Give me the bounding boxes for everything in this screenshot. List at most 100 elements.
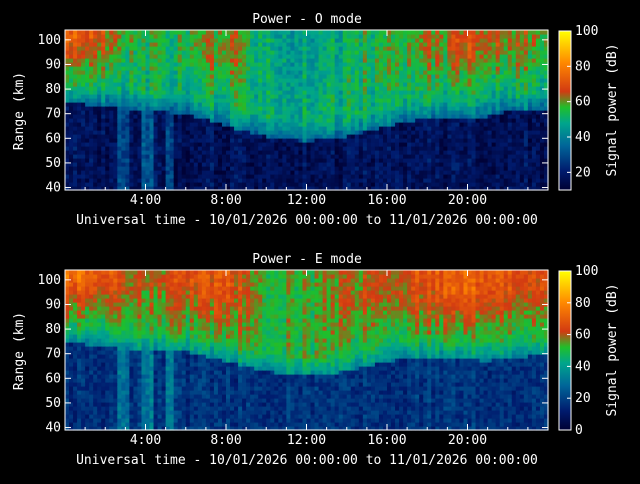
o-mode-heat-cell: [258, 38, 263, 43]
o-mode-heat-cell: [331, 134, 336, 139]
o-mode-heat-cell: [109, 50, 114, 55]
o-mode-heat-cell: [133, 122, 138, 127]
o-mode-heat-cell: [335, 86, 340, 91]
o-mode-heat-cell: [435, 30, 440, 35]
o-mode-heat-cell: [121, 86, 126, 91]
o-mode-heat-cell: [500, 170, 505, 175]
o-mode-heat-cell: [500, 42, 505, 47]
o-mode-heat-cell: [459, 126, 464, 131]
o-mode-heat-cell: [488, 158, 493, 163]
o-mode-heat-cell: [355, 142, 360, 147]
o-mode-heat-cell: [395, 54, 400, 59]
o-mode-heat-cell: [476, 70, 481, 75]
o-mode-heat-cell: [443, 102, 448, 107]
o-mode-heat-cell: [294, 122, 299, 127]
o-mode-heat-cell: [355, 74, 360, 79]
o-mode-heat-cell: [246, 146, 251, 151]
o-mode-heat-cell: [154, 30, 159, 35]
o-mode-heat-cell: [335, 98, 340, 103]
o-mode-heat-cell: [496, 130, 501, 135]
o-mode-heat-cell: [65, 122, 70, 127]
o-mode-heat-cell: [347, 70, 352, 75]
o-mode-heat-cell: [347, 98, 352, 103]
o-mode-heat-cell: [137, 82, 142, 87]
o-mode-heat-cell: [476, 130, 481, 135]
o-mode-heat-cell: [319, 170, 324, 175]
o-mode-heat-cell: [302, 54, 307, 59]
o-mode-heat-cell: [508, 170, 513, 175]
o-mode-heat-cell: [439, 162, 444, 167]
e-mode-heat-cell: [65, 398, 70, 403]
o-mode-heat-cell: [524, 50, 529, 55]
o-mode-heat-cell: [298, 114, 303, 119]
o-mode-heat-cell: [65, 150, 70, 155]
o-mode-heat-cell: [355, 106, 360, 111]
o-mode-heat-cell: [403, 74, 408, 79]
o-mode-heat-cell: [97, 90, 102, 95]
o-mode-heat-cell: [443, 118, 448, 123]
o-mode-heat-cell: [439, 50, 444, 55]
o-mode-heat-cell: [278, 46, 283, 51]
o-mode-heat-cell: [282, 42, 287, 47]
o-mode-colorbar-tick-label: 20: [575, 165, 591, 180]
o-mode-heat-cell: [315, 118, 320, 123]
o-mode-heat-cell: [282, 30, 287, 35]
o-mode-heat-cell: [129, 166, 134, 171]
o-mode-heat-cell: [439, 38, 444, 43]
o-mode-heat-cell: [323, 154, 328, 159]
o-mode-heat-cell: [105, 118, 110, 123]
o-mode-heat-cell: [351, 138, 356, 143]
o-mode-heat-cell: [472, 130, 477, 135]
o-mode-heat-cell: [198, 150, 203, 155]
o-mode-heat-cell: [476, 154, 481, 159]
o-mode-heat-cell: [101, 158, 106, 163]
o-mode-heat-cell: [484, 54, 489, 59]
o-mode-heat-cell: [170, 34, 175, 39]
o-mode-heat-cell: [443, 170, 448, 175]
o-mode-heat-cell: [371, 82, 376, 87]
o-mode-heat-cell: [375, 150, 380, 155]
o-mode-heat-cell: [540, 106, 545, 111]
o-mode-heat-cell: [315, 58, 320, 63]
o-mode-heat-cell: [246, 46, 251, 51]
o-mode-heat-cell: [186, 170, 191, 175]
o-mode-heat-cell: [182, 114, 187, 119]
o-mode-heat-cell: [101, 134, 106, 139]
o-mode-heat-cell: [375, 54, 380, 59]
o-mode-heat-cell: [274, 46, 279, 51]
o-mode-heat-cell: [250, 146, 255, 151]
o-mode-heat-cell: [121, 114, 126, 119]
o-mode-heat-cell: [150, 138, 155, 143]
o-mode-heat-cell: [278, 134, 283, 139]
o-mode-heat-cell: [174, 58, 179, 63]
o-mode-heat-cell: [286, 78, 291, 83]
o-mode-heat-cell: [411, 138, 416, 143]
o-mode-heat-cell: [443, 162, 448, 167]
o-mode-heat-cell: [504, 86, 509, 91]
o-mode-heat-cell: [246, 170, 251, 175]
o-mode-heat-cell: [222, 106, 227, 111]
o-mode-heat-cell: [77, 54, 82, 59]
o-mode-heat-cell: [375, 46, 380, 51]
o-mode-heat-cell: [391, 58, 396, 63]
o-mode-heat-cell: [500, 110, 505, 115]
o-mode-heat-cell: [363, 30, 368, 35]
o-mode-heat-cell: [85, 106, 90, 111]
o-mode-heat-cell: [282, 102, 287, 107]
o-mode-title: Power - O mode: [252, 12, 362, 27]
o-mode-heat-cell: [427, 130, 432, 135]
o-mode-heat-cell: [162, 138, 167, 143]
o-mode-heat-cell: [214, 134, 219, 139]
o-mode-heat-cell: [391, 182, 396, 187]
o-mode-heat-cell: [451, 146, 456, 151]
o-mode-heat-cell: [270, 38, 275, 43]
o-mode-heat-cell: [77, 46, 82, 51]
o-mode-heat-cell: [516, 174, 521, 179]
o-mode-heat-cell: [242, 130, 247, 135]
e-mode-heat-cell: [73, 422, 78, 427]
o-mode-heat-cell: [371, 42, 376, 47]
o-mode-heat-cell: [459, 34, 464, 39]
o-mode-heat-cell: [97, 142, 102, 147]
o-mode-heat-cell: [371, 150, 376, 155]
o-mode-heat-cell: [230, 154, 235, 159]
